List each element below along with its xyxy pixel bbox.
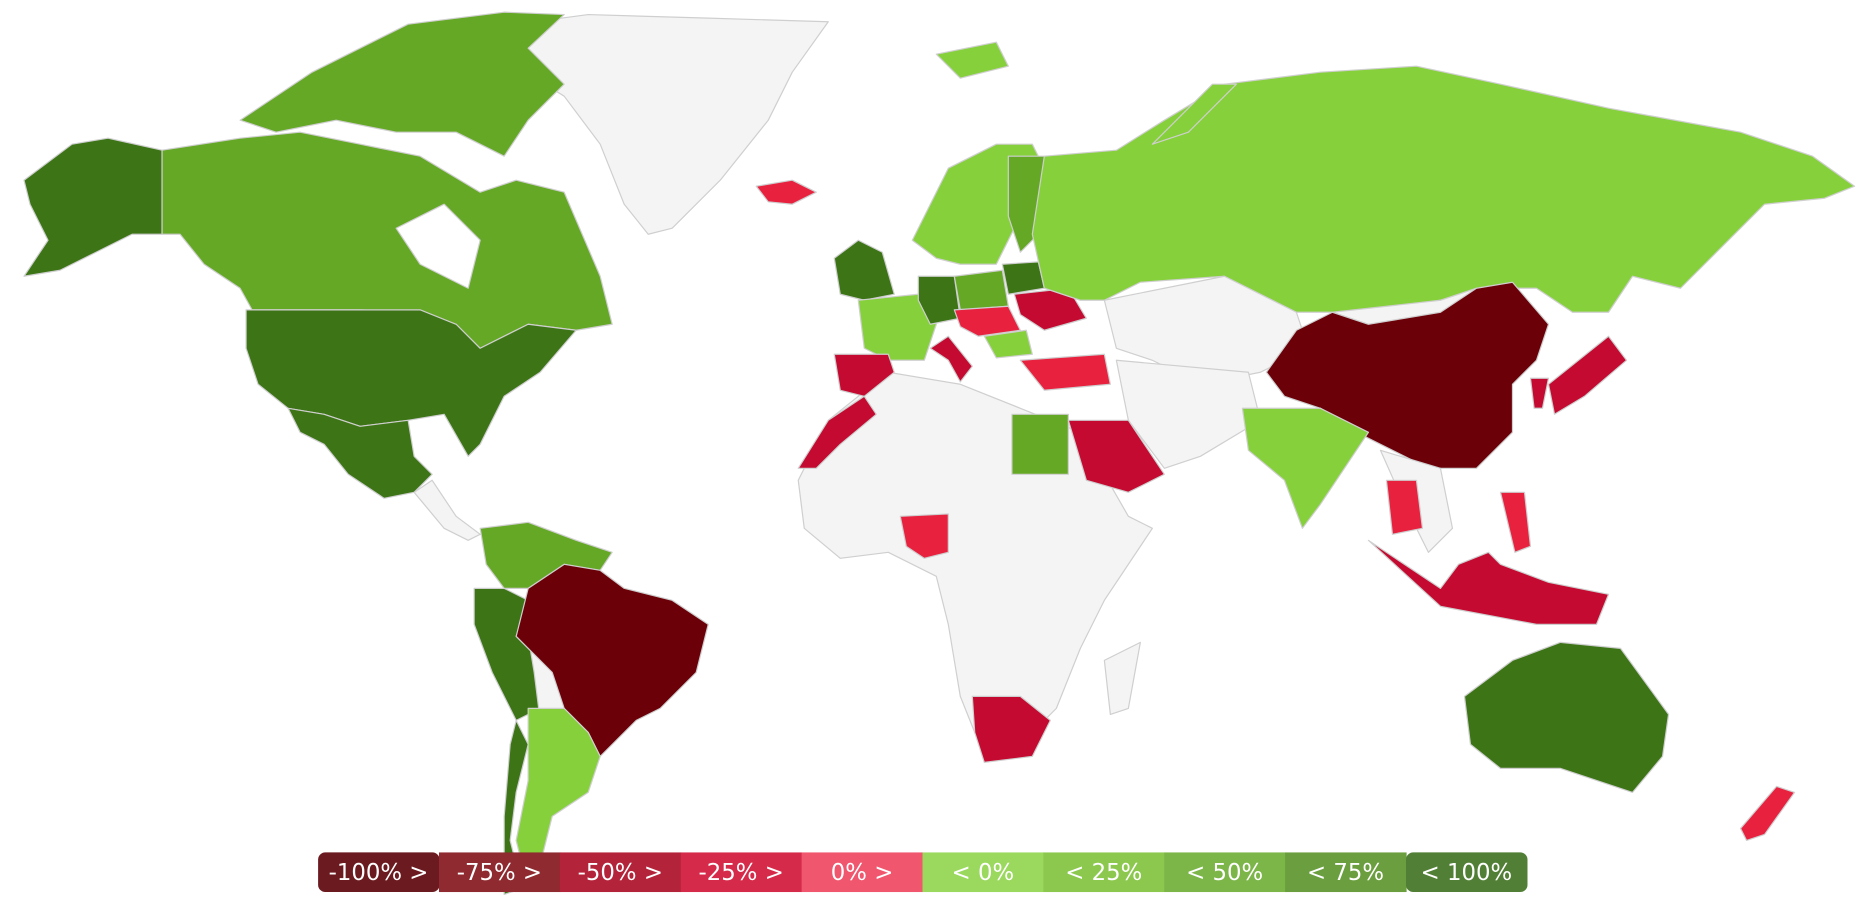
legend-swatch: [1043, 852, 1165, 893]
legend-label: 0% >: [831, 860, 894, 886]
legend-label: < 100%: [1421, 860, 1513, 886]
legend-label: < 75%: [1307, 860, 1384, 886]
legend-label: < 25%: [1065, 860, 1142, 886]
legend-label: -100% >: [329, 860, 429, 886]
legend: -100% > -75% > -50% > -25% > 0% > < 0% < 25% < …: [318, 852, 1528, 893]
countries: [23, 11, 1856, 896]
legend-swatch: [559, 852, 682, 893]
legend-swatch: [680, 852, 803, 893]
legend-label: -75% >: [457, 860, 542, 886]
legend-swatch: [801, 852, 924, 893]
legend-swatch: [1285, 852, 1407, 893]
legend-label: -50% >: [578, 860, 663, 886]
legend-swatch: [438, 852, 561, 893]
legend-swatch: [1164, 852, 1286, 893]
legend-swatch: [922, 852, 1044, 893]
legend-swatch: [1406, 852, 1528, 893]
legend-label: < 50%: [1186, 860, 1263, 886]
legend-label: < 0%: [952, 860, 1015, 886]
legend-swatch: [318, 852, 440, 893]
legend-label: -25% >: [699, 860, 784, 886]
